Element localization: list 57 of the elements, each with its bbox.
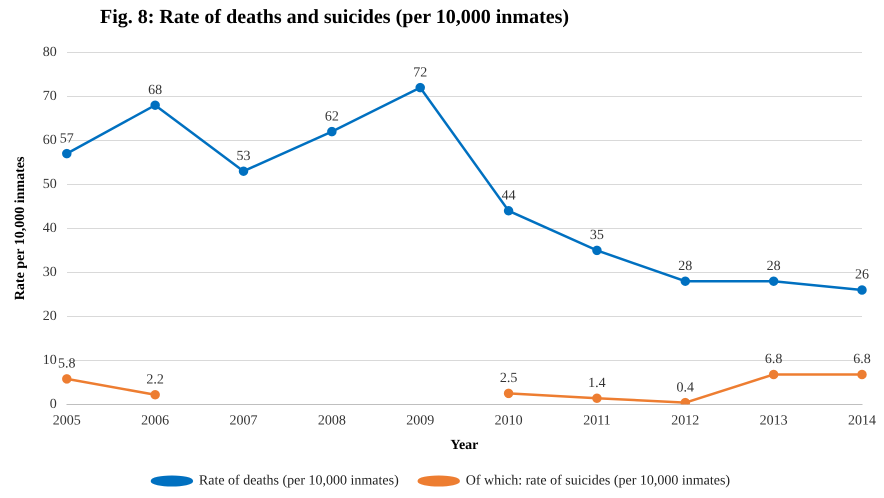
data-label: 57 (60, 131, 74, 146)
y-tick-label: 10 (42, 353, 57, 368)
data-label: 44 (502, 188, 516, 204)
chart-title: Fig. 8: Rate of deaths and suicides (per 10,000 inmates) (100, 6, 570, 29)
y-axis-title: Rate per 10,000 inmates (13, 156, 28, 300)
y-tick-label: 40 (42, 221, 57, 236)
point (415, 82, 425, 92)
data-label: 5.8 (58, 356, 76, 372)
y-tick-label: 60 (42, 133, 57, 148)
x-tick-label: 2011 (583, 413, 611, 428)
data-label: 28 (678, 258, 692, 274)
data-label: 62 (324, 109, 339, 124)
x-tick-label: 2005 (52, 413, 81, 428)
y-tick-label: 30 (42, 265, 57, 280)
data-label: 2.5 (500, 371, 518, 386)
data-label: 1.4 (588, 376, 606, 391)
point (592, 393, 602, 403)
x-tick-label: 2012 (671, 413, 700, 428)
y-tick-label: 70 (42, 89, 57, 104)
x-tick-label: 2014 (848, 413, 876, 428)
y-tick-label: 0 (50, 397, 57, 412)
x-tick-label: 2008 (318, 413, 346, 428)
x-tick-label: 2010 (494, 413, 523, 428)
point (680, 276, 690, 286)
y-tick-label: 80 (42, 45, 57, 60)
data-label: 2.2 (146, 372, 164, 388)
point (62, 148, 72, 158)
legend-label: Rate of deaths (per 10,000 inmates) (198, 474, 400, 489)
x-tick-label: 2007 (230, 413, 258, 428)
x-tick-label: 2009 (406, 413, 434, 428)
x-tick-label: 2006 (141, 413, 170, 428)
data-label: 53 (236, 148, 251, 164)
data-label: 35 (590, 228, 604, 244)
data-label: 28 (766, 258, 781, 274)
point (504, 388, 514, 398)
data-label: 26 (855, 268, 869, 283)
point (504, 206, 514, 216)
point (238, 166, 248, 176)
data-label: 0.4 (676, 380, 694, 396)
point (857, 370, 867, 380)
y-tick-label: 20 (42, 309, 57, 324)
point (327, 126, 337, 136)
y-tick-label: 50 (42, 177, 57, 192)
x-axis-title: Year (450, 438, 478, 454)
point (592, 246, 602, 256)
x-tick-label: 2013 (760, 413, 788, 428)
point (150, 100, 160, 110)
point (857, 285, 867, 295)
data-label: 6.8 (853, 352, 871, 368)
data-label: 6.8 (764, 352, 782, 368)
point (62, 374, 72, 384)
point (768, 370, 778, 380)
data-label: 68 (148, 82, 162, 98)
point (768, 276, 778, 286)
data-label: 72 (413, 65, 428, 80)
point (150, 390, 160, 400)
legend-label: Of which: rate of suicides (per 10,000 inmates) (466, 474, 730, 489)
